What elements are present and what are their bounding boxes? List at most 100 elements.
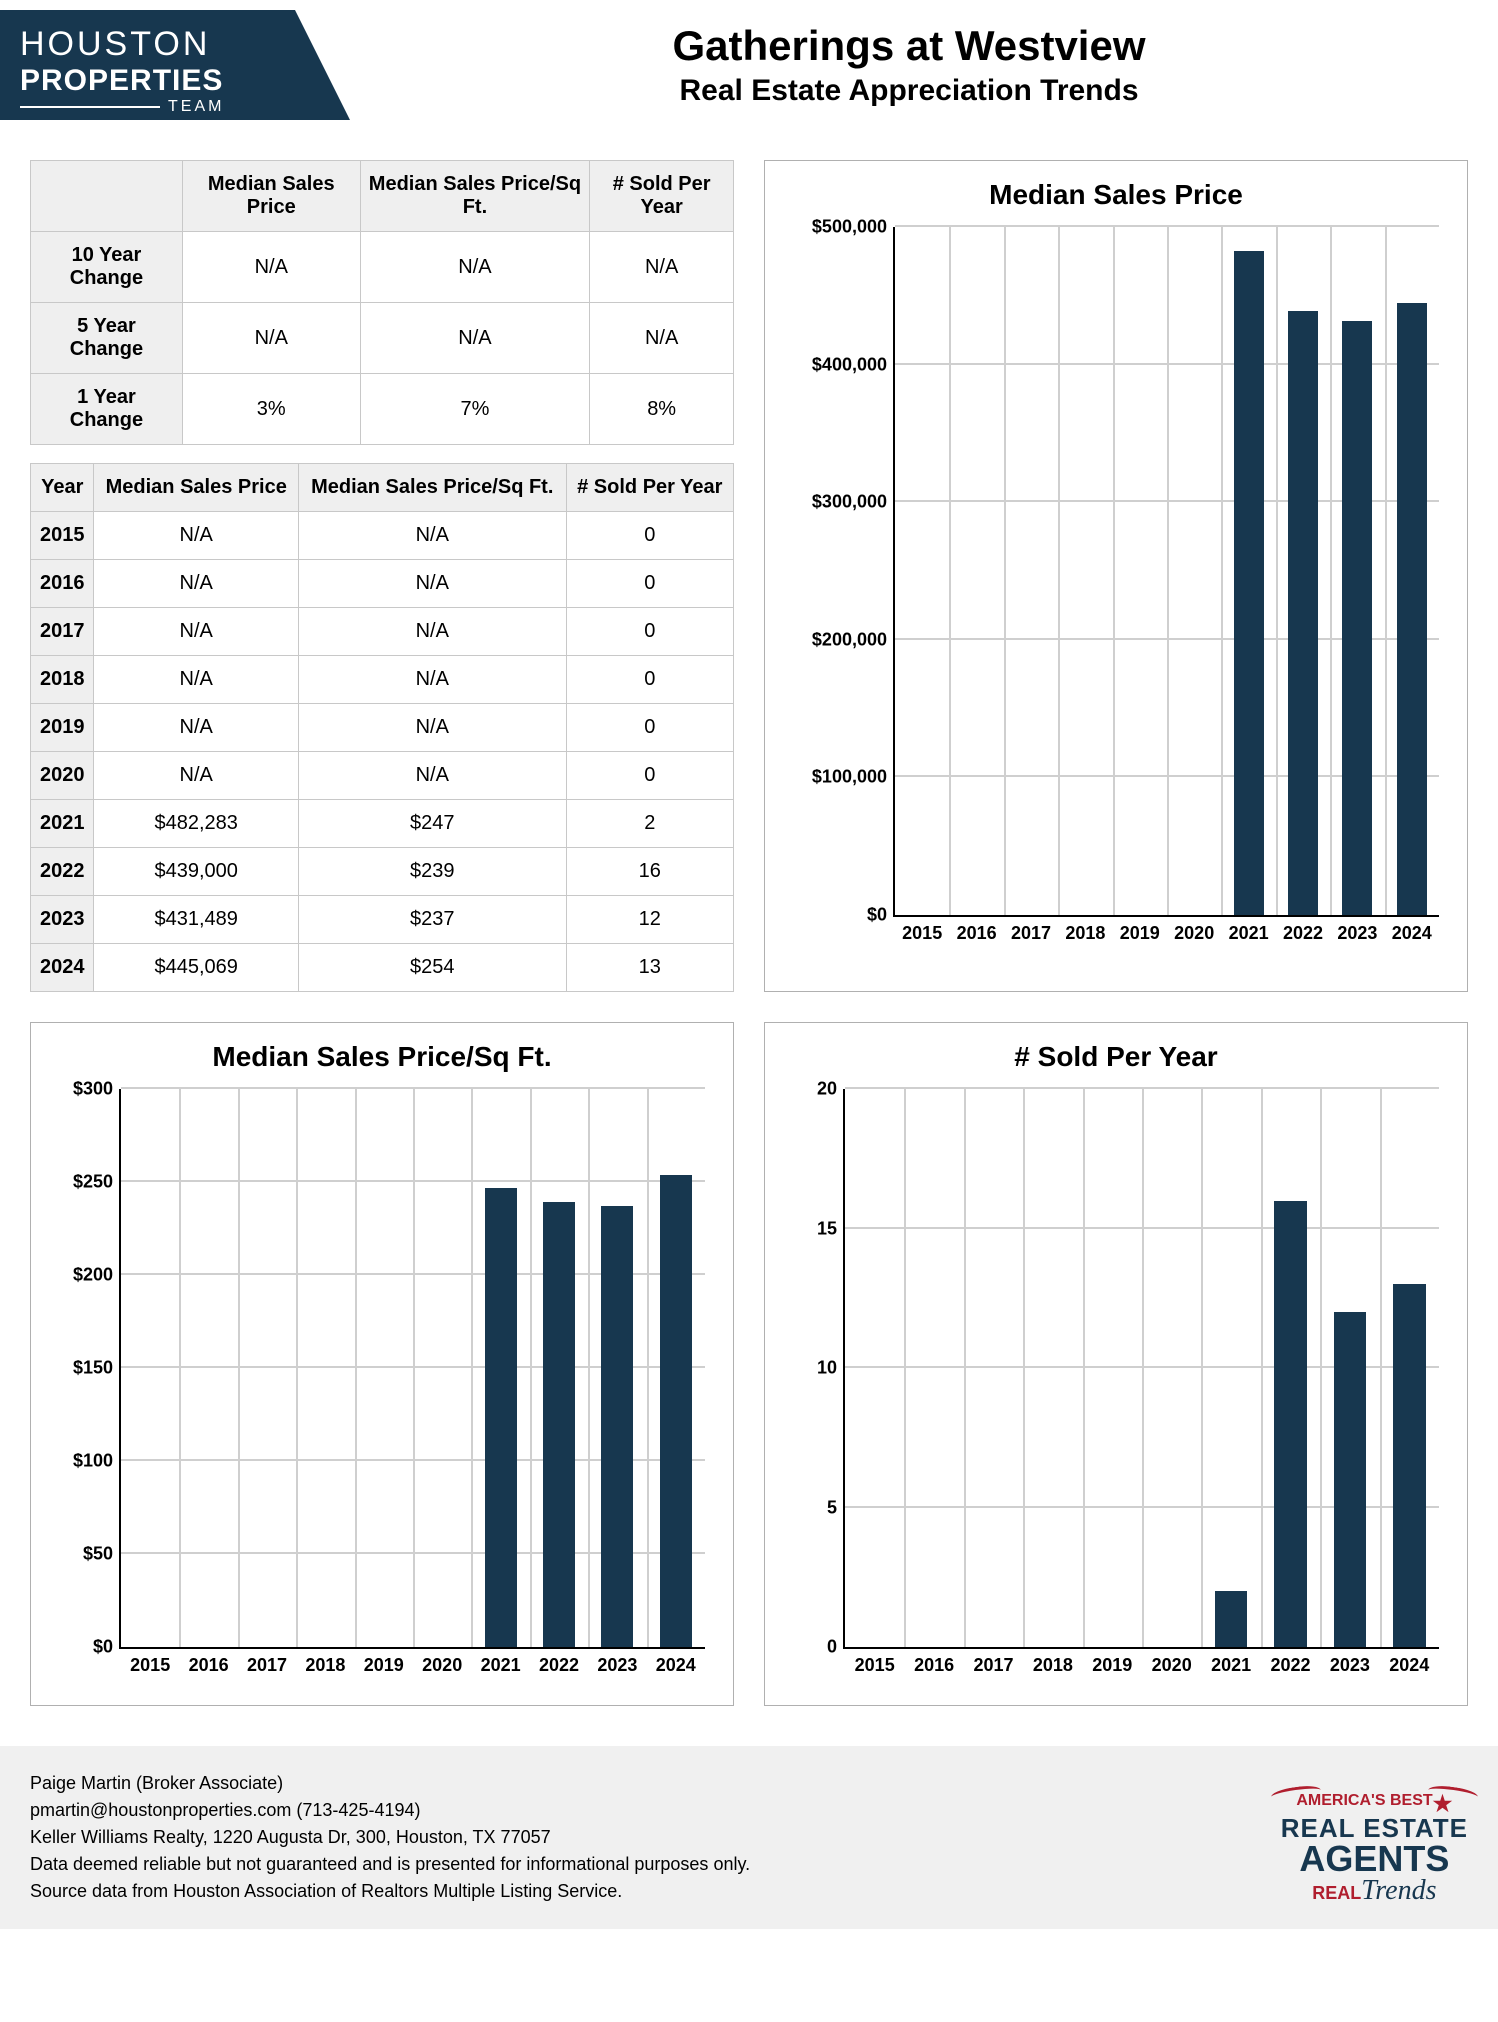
bar bbox=[660, 1175, 692, 1647]
bar bbox=[485, 1188, 517, 1647]
cell: N/A bbox=[182, 303, 360, 374]
y-tick-label: $300,000 bbox=[812, 492, 895, 513]
cell: N/A bbox=[590, 303, 734, 374]
x-tick-label: 2020 bbox=[1174, 915, 1214, 944]
y-tick-label: $500,000 bbox=[812, 217, 895, 238]
x-tick-label: 2016 bbox=[957, 915, 997, 944]
change-table: Median Sales PriceMedian Sales Price/Sq … bbox=[30, 160, 734, 445]
cell: N/A bbox=[298, 560, 566, 608]
table-header bbox=[31, 161, 183, 232]
x-tick-label: 2016 bbox=[914, 1647, 954, 1676]
cell: 0 bbox=[566, 512, 733, 560]
bar bbox=[1397, 303, 1427, 915]
x-tick-label: 2022 bbox=[1270, 1647, 1310, 1676]
row-label: 2023 bbox=[31, 896, 94, 944]
y-tick-label: $200 bbox=[73, 1265, 121, 1286]
footer: Paige Martin (Broker Associate) pmartin@… bbox=[0, 1746, 1498, 1929]
cell: N/A bbox=[298, 512, 566, 560]
logo: HOUSTON PROPERTIES TEAM bbox=[0, 10, 350, 120]
cell: N/A bbox=[94, 560, 299, 608]
y-tick-label: $0 bbox=[867, 905, 895, 926]
footer-line: Data deemed reliable but not guaranteed … bbox=[30, 1851, 750, 1878]
table-row: 2018 N/A N/A 0 bbox=[31, 656, 734, 704]
x-tick-label: 2019 bbox=[1120, 915, 1160, 944]
cell: N/A bbox=[590, 232, 734, 303]
x-tick-label: 2021 bbox=[1211, 1647, 1251, 1676]
table-row: 2020 N/A N/A 0 bbox=[31, 752, 734, 800]
cell: N/A bbox=[360, 232, 590, 303]
y-tick-label: $400,000 bbox=[812, 354, 895, 375]
table-header: Year bbox=[31, 464, 94, 512]
table-row: 2024 $445,069 $254 13 bbox=[31, 944, 734, 992]
row-label: 2021 bbox=[31, 800, 94, 848]
cell: $445,069 bbox=[94, 944, 299, 992]
cell: $237 bbox=[298, 896, 566, 944]
cell: N/A bbox=[94, 512, 299, 560]
bar bbox=[1288, 311, 1318, 915]
cell: $247 bbox=[298, 800, 566, 848]
logo-line1: HOUSTON bbox=[20, 25, 234, 64]
bar bbox=[1342, 321, 1372, 915]
table-header: # Sold Per Year bbox=[590, 161, 734, 232]
table-row: 2016 N/A N/A 0 bbox=[31, 560, 734, 608]
y-tick-label: 0 bbox=[827, 1637, 845, 1658]
footer-badge: AMERICA'S BEST★ REAL ESTATE AGENTS REALT… bbox=[1281, 1793, 1468, 1905]
cell: N/A bbox=[298, 656, 566, 704]
x-tick-label: 2019 bbox=[364, 1647, 404, 1676]
page-subtitle: Real Estate Appreciation Trends bbox=[350, 74, 1468, 108]
x-tick-label: 2024 bbox=[1389, 1647, 1429, 1676]
x-tick-label: 2017 bbox=[1011, 915, 1051, 944]
bar bbox=[1234, 251, 1264, 915]
x-tick-label: 2021 bbox=[1229, 915, 1269, 944]
x-tick-label: 2023 bbox=[1330, 1647, 1370, 1676]
table-header: Median Sales Price/Sq Ft. bbox=[298, 464, 566, 512]
cell: $439,000 bbox=[94, 848, 299, 896]
y-tick-label: 10 bbox=[817, 1358, 845, 1379]
badge-top: AMERICA'S BEST bbox=[1296, 1792, 1432, 1809]
row-label: 5 Year Change bbox=[31, 303, 183, 374]
plot-area: $0$50$100$150$200$250$300201520162017201… bbox=[119, 1089, 705, 1649]
row-label: 2022 bbox=[31, 848, 94, 896]
chart-price-sqft: Median Sales Price/Sq Ft. $0$50$100$150$… bbox=[30, 1022, 734, 1706]
y-tick-label: $100,000 bbox=[812, 767, 895, 788]
x-tick-label: 2024 bbox=[1392, 915, 1432, 944]
footer-text: Paige Martin (Broker Associate) pmartin@… bbox=[30, 1770, 750, 1905]
y-tick-label: 15 bbox=[817, 1218, 845, 1239]
x-tick-label: 2015 bbox=[855, 1647, 895, 1676]
cell: 0 bbox=[566, 656, 733, 704]
x-tick-label: 2019 bbox=[1092, 1647, 1132, 1676]
table-row: 5 Year Change N/A N/A N/A bbox=[31, 303, 734, 374]
cell: N/A bbox=[298, 704, 566, 752]
x-tick-label: 2020 bbox=[422, 1647, 462, 1676]
table-row: 2022 $439,000 $239 16 bbox=[31, 848, 734, 896]
footer-line: Keller Williams Realty, 1220 Augusta Dr,… bbox=[30, 1824, 750, 1851]
x-tick-label: 2018 bbox=[1065, 915, 1105, 944]
row-label: 2016 bbox=[31, 560, 94, 608]
y-tick-label: $150 bbox=[73, 1358, 121, 1379]
cell: N/A bbox=[182, 232, 360, 303]
bar bbox=[1215, 1591, 1248, 1647]
cell: N/A bbox=[360, 303, 590, 374]
y-tick-label: $300 bbox=[73, 1079, 121, 1100]
bar bbox=[543, 1202, 575, 1647]
cell: N/A bbox=[94, 608, 299, 656]
cell: $254 bbox=[298, 944, 566, 992]
x-tick-label: 2017 bbox=[247, 1647, 287, 1676]
table-header: # Sold Per Year bbox=[566, 464, 733, 512]
x-tick-label: 2024 bbox=[656, 1647, 696, 1676]
footer-line: pmartin@houstonproperties.com (713-425-4… bbox=[30, 1797, 750, 1824]
chart-title: Median Sales Price/Sq Ft. bbox=[49, 1041, 715, 1073]
chart-median-price: Median Sales Price $0$100,000$200,000$30… bbox=[764, 160, 1468, 992]
table-row: 2015 N/A N/A 0 bbox=[31, 512, 734, 560]
y-tick-label: $50 bbox=[83, 1544, 121, 1565]
chart-title: # Sold Per Year bbox=[783, 1041, 1449, 1073]
cell: 3% bbox=[182, 374, 360, 445]
bar bbox=[601, 1206, 633, 1647]
x-tick-label: 2020 bbox=[1152, 1647, 1192, 1676]
chart-sold-per-year: # Sold Per Year 051015202015201620172018… bbox=[764, 1022, 1468, 1706]
cell: 16 bbox=[566, 848, 733, 896]
table-row: 2019 N/A N/A 0 bbox=[31, 704, 734, 752]
y-tick-label: $250 bbox=[73, 1172, 121, 1193]
cell: N/A bbox=[94, 752, 299, 800]
x-tick-label: 2023 bbox=[1337, 915, 1377, 944]
